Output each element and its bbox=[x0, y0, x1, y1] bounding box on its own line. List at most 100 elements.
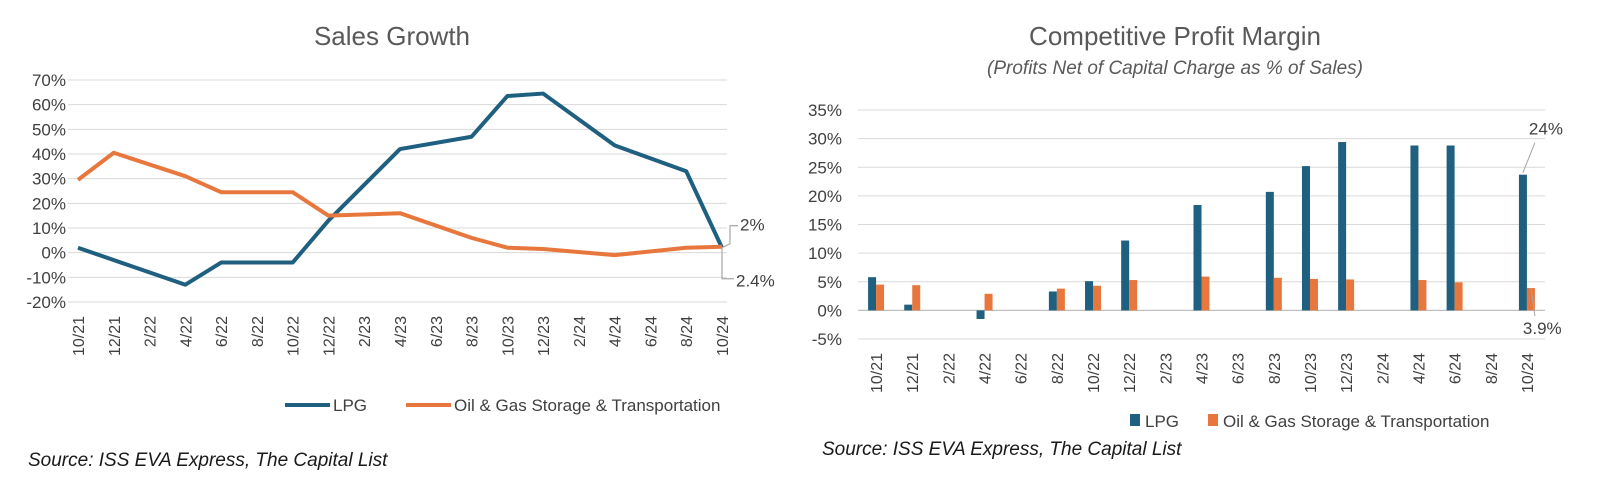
y-tick-label: 0% bbox=[41, 244, 66, 263]
x-tick-label: 8/23 bbox=[1267, 353, 1284, 384]
oil-bar bbox=[1273, 277, 1282, 311]
lpg-series-line bbox=[77, 91, 724, 287]
x-tick-label: 12/22 bbox=[321, 316, 338, 356]
profit-margin-legend: LPG Oil & Gas Storage & Transportation bbox=[1130, 412, 1489, 431]
x-tick-label: 4/22 bbox=[178, 316, 195, 347]
x-tick-label: 8/24 bbox=[679, 316, 696, 347]
y-tick-label: -10% bbox=[26, 268, 66, 287]
legend-oil-label: Oil & Gas Storage & Transportation bbox=[454, 396, 720, 415]
y-tick-label: -5% bbox=[812, 330, 842, 349]
x-tick-label: 4/23 bbox=[1195, 353, 1212, 384]
x-tick-label: 6/23 bbox=[429, 316, 446, 347]
y-tick-label: 0% bbox=[817, 301, 842, 320]
x-tick-label: 12/23 bbox=[1339, 353, 1356, 393]
profit-margin-subtitle: (Profits Net of Capital Charge as % of S… bbox=[987, 58, 1363, 79]
sales-growth-chart: 70% 60% 50% 40% 30% 20% 10% 0% -10% -20% 10/21 12/2… bbox=[26, 71, 774, 356]
y-tick-label: 30% bbox=[808, 130, 842, 149]
x-tick-label: 4/24 bbox=[1411, 353, 1428, 384]
x-tick-label: 8/24 bbox=[1484, 353, 1501, 384]
oil-bar bbox=[1526, 288, 1535, 311]
oil-bar bbox=[984, 293, 993, 311]
y-tick-label: 15% bbox=[808, 216, 842, 235]
callout-lpg-label: 24% bbox=[1529, 120, 1563, 139]
x-tick-label: 10/24 bbox=[715, 316, 732, 356]
y-tick-label: 50% bbox=[32, 120, 66, 139]
x-tick-label: 4/22 bbox=[978, 353, 995, 384]
y-tick-label: -20% bbox=[26, 293, 66, 312]
callout-oil-label: 2.4% bbox=[736, 272, 775, 291]
x-tick-label: 6/24 bbox=[643, 316, 660, 347]
y-tick-label: 20% bbox=[808, 187, 842, 206]
x-tick-label: 8/22 bbox=[250, 316, 267, 347]
lpg-bar bbox=[1518, 174, 1527, 311]
x-tick-label: 2/23 bbox=[1158, 353, 1175, 384]
x-tick-label: 10/24 bbox=[1520, 353, 1537, 393]
sales-growth-source: Source: ISS EVA Express, The Capital Lis… bbox=[28, 450, 388, 471]
y-tick-label: 5% bbox=[817, 273, 842, 292]
oil-bar bbox=[1201, 276, 1210, 311]
legend-lpg-label: LPG bbox=[1145, 412, 1179, 431]
x-tick-label: 6/22 bbox=[1014, 353, 1031, 384]
lpg-bar bbox=[1121, 240, 1130, 311]
legend-lpg-swatch bbox=[1130, 414, 1140, 426]
x-tick-label: 6/22 bbox=[214, 316, 231, 347]
x-tick-label: 12/23 bbox=[536, 316, 553, 356]
x-tick-label: 12/21 bbox=[107, 316, 124, 356]
callout-leader bbox=[721, 225, 738, 249]
y-tick-label: 20% bbox=[32, 194, 66, 213]
x-tick-label: 10/22 bbox=[286, 316, 303, 356]
x-tick-label: 8/23 bbox=[465, 316, 482, 347]
lpg-bar bbox=[868, 277, 877, 311]
legend-oil-label: Oil & Gas Storage & Transportation bbox=[1223, 412, 1489, 431]
x-tick-label: 4/24 bbox=[608, 316, 625, 347]
callout-leader bbox=[721, 246, 734, 280]
oil-bar bbox=[876, 284, 885, 311]
x-tick-label: 10/23 bbox=[500, 316, 517, 356]
y-tick-label: 60% bbox=[32, 96, 66, 115]
oil-bar bbox=[1346, 279, 1355, 311]
lpg-bar bbox=[1265, 191, 1274, 311]
x-tick-label: 6/23 bbox=[1231, 353, 1248, 384]
x-tick-label: 12/21 bbox=[905, 353, 922, 393]
x-tick-label: 10/21 bbox=[71, 316, 88, 356]
lpg-bar bbox=[1048, 291, 1057, 311]
x-tick-label: 4/23 bbox=[393, 316, 410, 347]
profit-margin-title: Competitive Profit Margin bbox=[1029, 21, 1321, 51]
y-tick-label: 35% bbox=[808, 101, 842, 120]
legend-lpg-label: LPG bbox=[333, 396, 367, 415]
callout-leader bbox=[1530, 287, 1536, 317]
x-tick-label: 2/24 bbox=[1375, 353, 1392, 384]
y-tick-label: 25% bbox=[808, 158, 842, 177]
x-tick-label: 2/24 bbox=[572, 316, 589, 347]
y-tick-label: 40% bbox=[32, 145, 66, 164]
x-tick-label: 8/22 bbox=[1050, 353, 1067, 384]
x-tick-label: 2/22 bbox=[143, 316, 160, 347]
oil-bar bbox=[1454, 282, 1463, 311]
oil-bar bbox=[1056, 288, 1065, 311]
oil-bar bbox=[912, 285, 921, 311]
oil-series-line bbox=[76, 150, 723, 258]
y-tick-label: 30% bbox=[32, 170, 66, 189]
x-tick-label: 12/22 bbox=[1122, 353, 1139, 393]
lpg-bar bbox=[1085, 281, 1094, 311]
oil-bar bbox=[1418, 280, 1427, 311]
x-tick-label: 10/22 bbox=[1086, 353, 1103, 393]
x-tick-label: 2/22 bbox=[941, 353, 958, 384]
x-tick-label: 6/24 bbox=[1448, 353, 1465, 384]
x-tick-label: 10/23 bbox=[1303, 353, 1320, 393]
callout-lpg-label: 2% bbox=[740, 216, 765, 235]
lpg-bar bbox=[1410, 145, 1419, 311]
y-tick-label: 70% bbox=[32, 71, 66, 90]
oil-bar bbox=[1093, 285, 1102, 311]
oil-bar bbox=[1309, 278, 1318, 311]
lpg-bar bbox=[1446, 145, 1455, 311]
callout-oil-label: 3.9% bbox=[1523, 319, 1562, 338]
y-tick-label: 10% bbox=[32, 219, 66, 238]
lpg-bar bbox=[976, 310, 985, 319]
y-tick-label: 10% bbox=[808, 244, 842, 263]
lpg-bar bbox=[1338, 142, 1347, 311]
profit-margin-source: Source: ISS EVA Express, The Capital Lis… bbox=[822, 439, 1182, 460]
x-tick-label: 2/23 bbox=[357, 316, 374, 347]
profit-margin-chart: 35% 30% 25% 20% 15% 10% 5% -5% 0% 10/21 12/21 2/22 4… bbox=[808, 101, 1563, 393]
